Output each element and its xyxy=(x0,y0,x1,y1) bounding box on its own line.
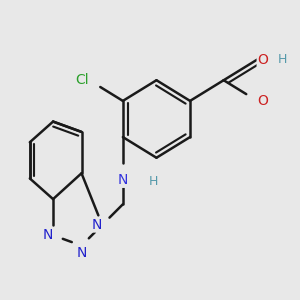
Text: H: H xyxy=(149,175,158,188)
Text: N: N xyxy=(118,173,128,187)
Text: N: N xyxy=(76,246,87,260)
Text: O: O xyxy=(257,94,268,108)
Text: N: N xyxy=(43,228,53,242)
Text: H: H xyxy=(278,53,287,66)
Text: Cl: Cl xyxy=(76,73,89,87)
Text: O: O xyxy=(257,52,268,67)
Text: N: N xyxy=(92,218,102,232)
